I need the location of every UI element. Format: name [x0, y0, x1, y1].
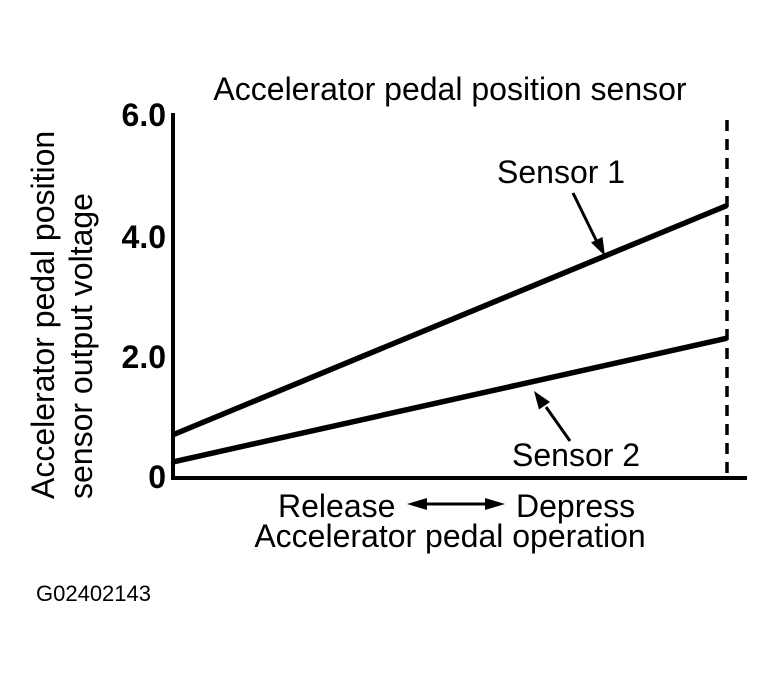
- sensor2-pointer-arrowhead-icon: [534, 391, 550, 410]
- sensor1-line: [171, 202, 729, 438]
- x-axis-label: Accelerator pedal operation: [254, 518, 646, 554]
- chart-title: Accelerator pedal position sensor: [213, 71, 687, 107]
- ytick-label-4: 4.0: [121, 219, 166, 255]
- release-label: Release: [278, 488, 396, 524]
- ytick-label-6: 6.0: [121, 97, 166, 133]
- ytick-label-2: 2.0: [121, 339, 166, 375]
- release-depress-double-arrow-icon: [407, 498, 505, 510]
- sensor1-pointer-arrow: [571, 192, 605, 256]
- sensor1-pointer-shaft: [571, 192, 599, 243]
- sensor1-pointer-arrowhead-icon: [591, 237, 605, 256]
- double-arrow-left-head-icon: [407, 498, 427, 510]
- sensor2-pointer-arrow: [534, 391, 572, 442]
- sensor2-pointer-shaft: [544, 406, 572, 442]
- double-arrow-right-head-icon: [485, 498, 505, 510]
- depress-label: Depress: [516, 488, 636, 524]
- sensor2-line: [172, 335, 728, 465]
- ytick-label-0: 0: [148, 459, 166, 495]
- sensor1-label: Sensor 1: [497, 154, 626, 190]
- figure-id: G02402143: [36, 581, 151, 606]
- sensor2-label: Sensor 2: [512, 437, 641, 473]
